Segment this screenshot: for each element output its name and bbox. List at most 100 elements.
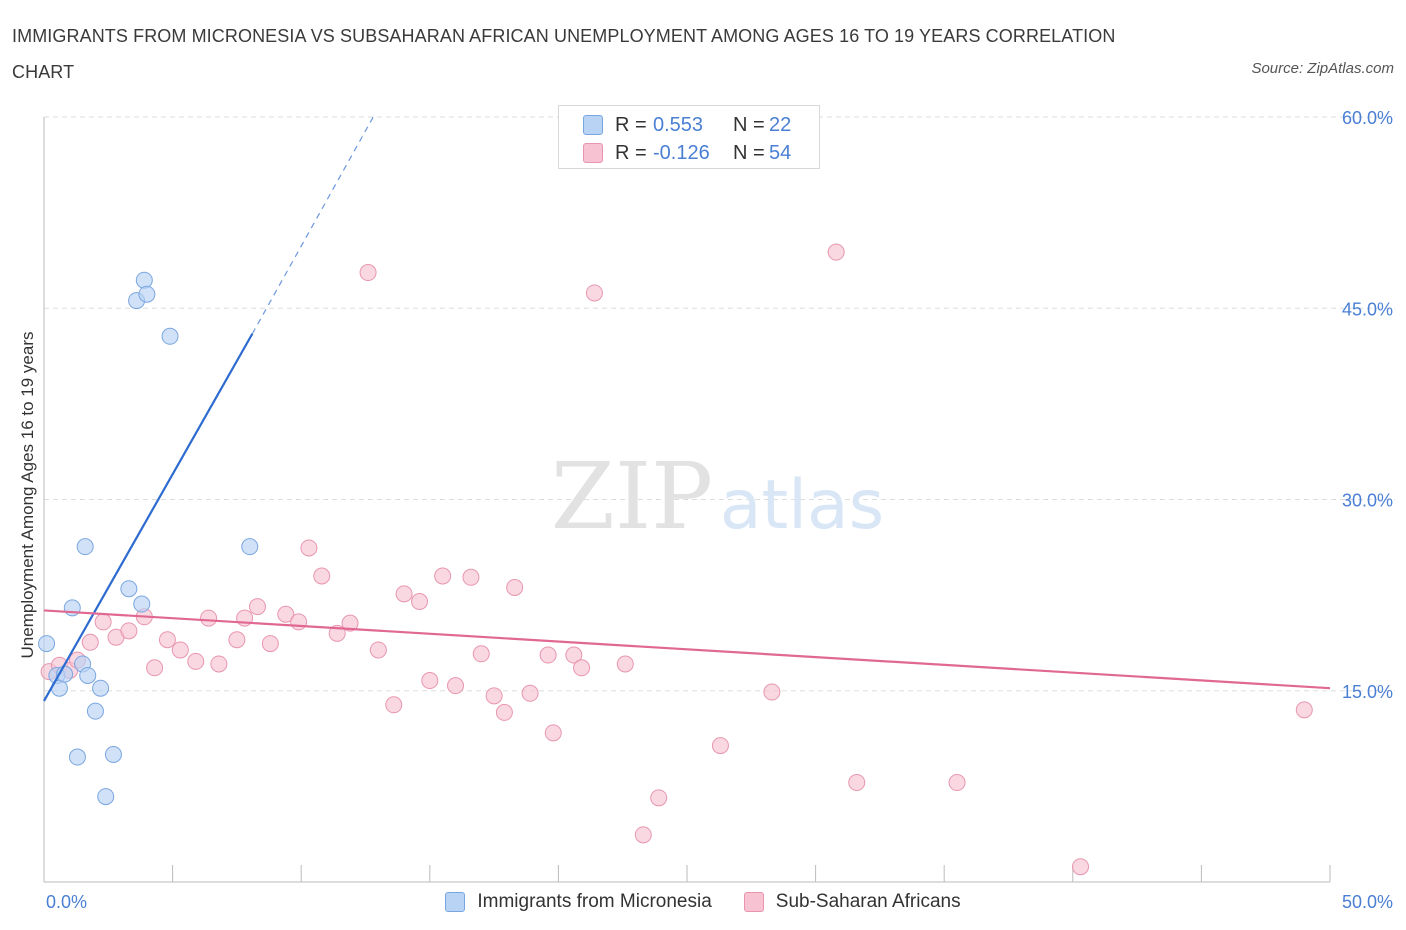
axes [43,117,1331,883]
data-point-subsaharan [94,613,112,631]
data-point-subsaharan [506,578,524,596]
data-point-subsaharan [261,635,279,653]
series-legend: Immigrants from Micronesia Sub-Saharan A… [0,888,1406,916]
watermark-zip: ZIP [551,443,713,550]
data-point-micronesia [138,285,156,303]
legend-label: Sub-Saharan Africans [775,891,961,912]
gridlines [44,116,1395,692]
data-point-subsaharan [544,724,562,742]
watermark: ZIP atlas [551,443,884,550]
data-point-micronesia [97,788,115,806]
data-point-subsaharan [634,826,652,844]
y-tick-label: 15.0% [1342,682,1393,702]
data-point-subsaharan [485,687,503,705]
y-tick-label: 60.0% [1342,108,1393,128]
data-point-subsaharan [539,646,557,664]
data-point-subsaharan [616,655,634,673]
data-point-subsaharan [948,774,966,792]
data-point-micronesia [104,746,122,763]
data-point-subsaharan [447,677,465,695]
trend-line-micronesia [43,333,254,702]
r-label: R = [615,113,647,136]
data-point-subsaharan [462,568,480,586]
data-point-micronesia [79,666,97,684]
x-tick-label: 50.0% [1342,892,1393,912]
legend-item-subsaharan[interactable]: Sub-Saharan Africans [743,891,961,913]
legend-swatch-blue [445,892,466,912]
data-point-subsaharan [650,789,668,807]
data-point-subsaharan [395,585,413,603]
data-point-micronesia [135,271,153,289]
data-point-micronesia [92,679,110,697]
legend-row-subsaharan: R = -0.126 N = 54 [583,139,791,167]
data-point-micronesia [86,702,104,720]
n-label: N = [733,113,765,136]
legend-swatch-pink [743,892,764,912]
data-point-subsaharan [313,567,331,585]
legend-label: Immigrants from Micronesia [477,891,712,912]
data-point-subsaharan [495,703,513,721]
data-point-subsaharan [277,605,295,623]
legend-swatch-pink [583,143,603,163]
data-point-subsaharan [411,593,429,610]
data-point-subsaharan [385,696,403,714]
data-point-micronesia [241,538,259,556]
trend-line-micronesia-extension [251,116,374,335]
data-point-micronesia [38,635,56,653]
data-point-subsaharan [228,631,246,649]
trend-line-subsaharan [43,609,1331,690]
series-immigrants-from-micronesia [38,271,259,806]
r-value: -0.126 [653,141,710,164]
chart-title: IMMIGRANTS FROM MICRONESIA VS SUBSAHARAN… [12,26,1116,82]
tick-labels: 15.0% 30.0% 45.0% 60.0% 0.0% 50.0% [46,108,1393,912]
data-point-subsaharan [1072,858,1090,876]
data-point-micronesia [68,748,86,766]
data-point-subsaharan [421,672,439,690]
r-value: 0.553 [653,113,704,136]
data-point-subsaharan [369,641,387,659]
n-label: N = [733,141,765,164]
data-point-subsaharan [300,539,318,557]
watermark-atlas: atlas [720,466,884,545]
data-point-subsaharan [763,683,781,701]
trend-lines [43,116,1331,702]
data-point-subsaharan [434,567,452,585]
series-sub-saharan-africans [40,243,1313,876]
data-point-subsaharan [210,655,228,673]
correlation-legend: R = 0.553 N = 22 R = -0.126 N = 54 [558,105,820,169]
data-point-subsaharan [120,622,138,640]
data-point-micronesia [120,580,138,598]
legend-item-micronesia[interactable]: Immigrants from Micronesia [445,891,712,913]
data-point-micronesia [76,538,94,556]
data-point-subsaharan [187,652,205,670]
data-point-micronesia [133,595,151,613]
data-point-subsaharan [290,613,308,631]
data-point-subsaharan [200,609,218,627]
data-point-subsaharan [521,684,539,702]
data-point-subsaharan [711,737,729,755]
data-point-subsaharan [565,646,583,664]
legend-swatch-blue [583,115,603,135]
data-point-subsaharan [158,631,176,649]
y-tick-label: 30.0% [1342,491,1393,511]
x-tick-label: 0.0% [46,892,87,912]
y-tick-label: 45.0% [1342,299,1393,319]
data-point-subsaharan [248,598,266,616]
data-point-subsaharan [1295,701,1313,719]
data-point-subsaharan [171,641,189,659]
data-point-subsaharan [146,659,164,677]
n-value: 54 [769,141,792,164]
data-point-micronesia [161,327,179,345]
data-point-subsaharan [359,264,377,282]
source-label: Source: ZipAtlas.com [1251,60,1394,77]
data-point-subsaharan [585,284,603,302]
data-point-subsaharan [827,243,845,261]
legend-row-micronesia: R = 0.553 N = 22 [583,111,791,139]
data-point-subsaharan [81,633,99,651]
data-point-subsaharan [341,614,359,632]
n-value: 22 [769,113,792,136]
data-point-subsaharan [848,774,866,792]
r-label: R = [615,141,647,164]
data-point-subsaharan [472,645,490,663]
